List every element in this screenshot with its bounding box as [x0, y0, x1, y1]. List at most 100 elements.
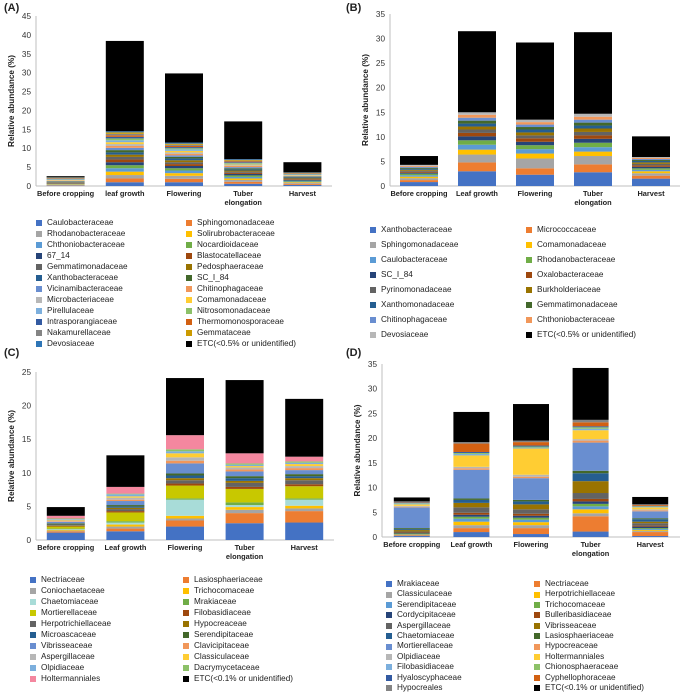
legend-item: Thermomonosporaceae: [186, 316, 296, 327]
bar-segment: [285, 511, 324, 523]
bar-segment: [165, 148, 203, 150]
bar-segment: [166, 457, 204, 461]
bar-segment: [574, 151, 612, 157]
bar-segment: [516, 119, 554, 123]
chart-d: 0 5 10 15 20 25 30 35 Relative abundance (%) Befo…: [353, 360, 680, 558]
bar-segment: [166, 520, 204, 527]
bar-segment: [400, 170, 438, 172]
bar-segment: [572, 531, 609, 537]
bar-segment: [166, 475, 204, 479]
legend-item: Hypocreaceae: [183, 618, 293, 629]
legend-swatch: [534, 591, 540, 598]
bar-segment: [632, 507, 669, 510]
legend-label: Thermomonosporaceae: [197, 317, 284, 326]
bar-segment: [46, 529, 85, 531]
panel-a: (A) 0 5 10 15 20 25 30 35 40 45 Relative abundance…: [0, 0, 340, 348]
legend-item: Bulleribasidiaceae: [534, 610, 644, 620]
legend-column: Xanthobacteraceae Sphingomonadaceae Caulob…: [370, 222, 458, 342]
bar-segment: [453, 452, 490, 454]
bar-segment: [574, 164, 612, 173]
bar-segment: [453, 469, 490, 499]
legend-item: Sphingomonadaceae: [186, 217, 296, 228]
bar-segment: [46, 507, 85, 516]
legend-label: SC_I_84: [197, 273, 229, 282]
legend-item: ETC(<0.1% or unidentified): [183, 673, 293, 684]
bar-segment: [393, 528, 430, 530]
bar-segment: [224, 170, 263, 172]
y-tick-label: 15: [22, 125, 32, 134]
bar-segment: [574, 172, 612, 186]
legend-swatch: [186, 285, 192, 292]
legend-label: Clavicipitaceae: [194, 641, 250, 650]
bar-segment: [225, 464, 264, 467]
panel-c: (C) 0 5 10 15 20 25 Relative abundance (%) Befo…: [0, 345, 340, 694]
bar-segment: [572, 442, 609, 471]
legend-label: ETC(<0.5% or unidentified): [537, 330, 636, 339]
bar-segment: [225, 478, 264, 481]
x-tick-label: Tuber: [583, 189, 603, 198]
bar-segment: [572, 498, 609, 502]
legend-item: Aspergillaceae: [30, 651, 111, 662]
legend-label: Chitinophagaceae: [381, 315, 448, 324]
legend-swatch: [386, 622, 392, 629]
bar-segment: [632, 158, 670, 160]
bar-segment: [516, 153, 554, 159]
legend-swatch: [386, 653, 392, 660]
legend-swatch: [534, 643, 540, 650]
legend-item: Xanthomonadaceae: [370, 297, 458, 312]
y-tick-label: 20: [368, 434, 378, 443]
bar-segment: [165, 73, 203, 143]
bar-segment: [225, 471, 264, 477]
bar-segment: [224, 159, 263, 161]
legend-swatch: [30, 664, 36, 671]
y-tick-label: 25: [22, 88, 32, 97]
y-tick-label: 30: [376, 35, 386, 44]
legend-swatch: [186, 241, 192, 248]
bar-segment: [105, 131, 144, 133]
bar-segment: [165, 165, 203, 169]
legend-label: Lasiosphaeriaceae: [545, 630, 614, 640]
bar-segment: [225, 513, 264, 524]
bar-segment: [574, 147, 612, 152]
bar-segment: [458, 162, 496, 172]
bar-segment: [106, 501, 145, 506]
bar-segment: [165, 162, 203, 165]
bar-segment: [453, 498, 490, 500]
bar-segment: [105, 171, 144, 176]
bar-segment: [400, 166, 438, 168]
bar-segment: [106, 455, 145, 487]
legend-item: Rhodanobacteraceae: [526, 252, 636, 267]
legend-item: Herpotrichiellaceae: [534, 589, 644, 599]
legend-label: Holtermanniales: [545, 651, 605, 661]
legend-swatch: [36, 340, 42, 347]
bar-segment: [453, 532, 490, 537]
x-tick-label: Leaf growth: [104, 543, 146, 552]
bar-segment: [574, 116, 612, 120]
bar-segment: [516, 122, 554, 125]
bar-segment: [105, 135, 144, 137]
bar-segment: [225, 469, 264, 472]
bar-segment: [458, 112, 496, 115]
legend-item: Burkholderiaceae: [526, 282, 636, 297]
bar-segment: [225, 505, 264, 508]
bar-segment: [572, 427, 609, 429]
bar-segment: [574, 113, 612, 117]
legend-swatch: [534, 674, 540, 681]
x-tick-label: Tuber: [235, 543, 255, 552]
x-tick-label: Tuber: [233, 189, 253, 198]
legend-label: Rhodanobacteraceae: [537, 255, 616, 264]
x-tick-label: Harvest: [637, 540, 665, 549]
legend-column: Mrakiaceae Classiculaceae Serendipitaceae C…: [386, 579, 462, 693]
bar-segment: [105, 156, 144, 160]
bar-segment: [572, 513, 609, 517]
legend-item: Chionosphaeraceae: [534, 662, 644, 672]
legend-label: Olpidiaceae: [397, 651, 441, 661]
bar-segment: [516, 129, 554, 133]
bar-segment: [106, 531, 145, 540]
legend-label: Vibrisseaceae: [41, 641, 93, 650]
bar-segment: [46, 523, 85, 524]
legend-label: Bulleribasidiaceae: [545, 610, 612, 620]
legend-item: Devosiaceae: [370, 327, 458, 342]
bar-segment: [225, 480, 264, 483]
legend-label: Mortierellaceae: [397, 641, 453, 651]
